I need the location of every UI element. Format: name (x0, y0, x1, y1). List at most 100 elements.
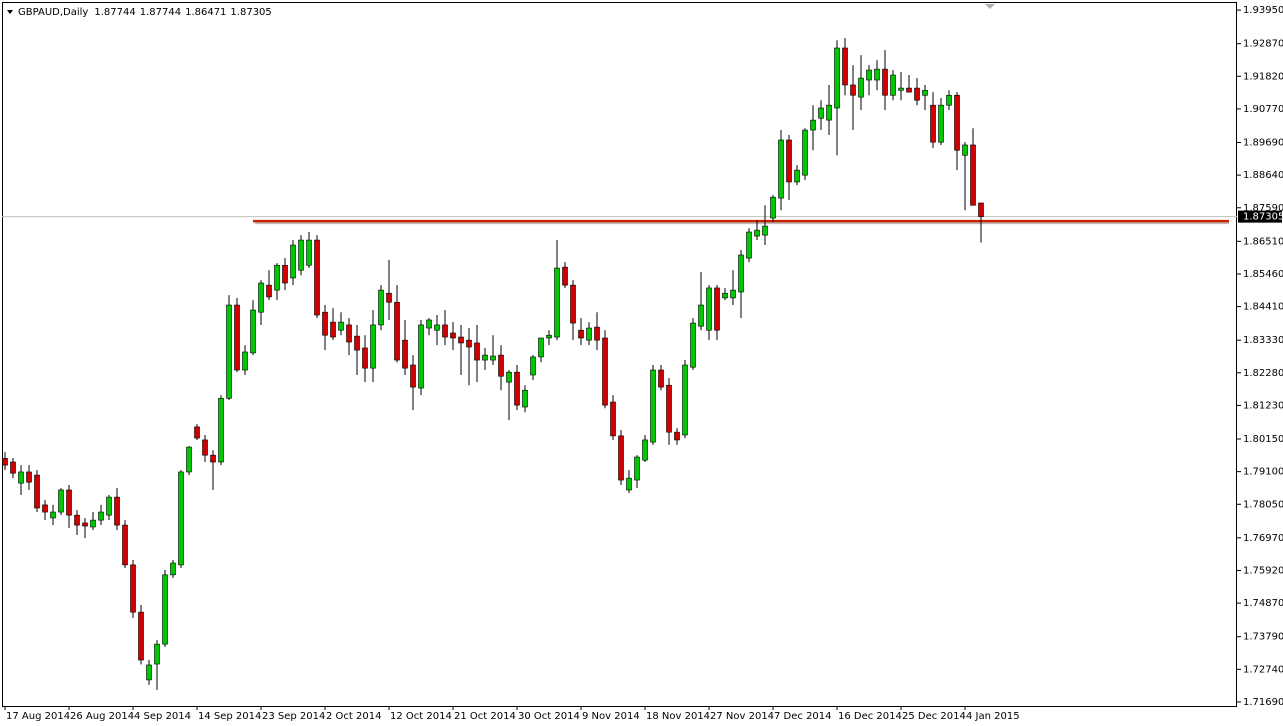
x-tick-label: 25 Dec 2014 (902, 711, 966, 722)
candle-body (226, 304, 232, 399)
candle-body (458, 336, 464, 344)
candle-body (426, 319, 432, 329)
candle-body (722, 292, 728, 299)
candle-body (410, 364, 416, 388)
x-tick-label: 26 Aug 2014 (70, 711, 134, 722)
candle-body (706, 287, 712, 331)
x-tick-label: 7 Dec 2014 (774, 711, 832, 722)
x-tick-label: 4 Jan 2015 (966, 711, 1020, 722)
candle-body (346, 324, 352, 343)
candle-body (298, 239, 304, 271)
candle-body (506, 371, 512, 383)
candle-body (642, 439, 648, 461)
candle-body (450, 332, 456, 339)
candle-body (754, 229, 760, 237)
candle-body (34, 474, 40, 509)
candle-body (26, 471, 32, 483)
candle-body (122, 524, 128, 566)
header-menu-arrow (7, 10, 13, 14)
x-tick-label: 9 Nov 2014 (582, 711, 640, 722)
candle-body (530, 356, 536, 376)
y-tick-label: 1.88640 (1243, 170, 1283, 181)
candle-body (810, 119, 816, 131)
candle-body (906, 87, 912, 93)
candle-body (98, 511, 104, 521)
candle-body (794, 169, 800, 183)
candle-body (738, 254, 744, 293)
candle-body (250, 309, 256, 354)
candle-body (778, 139, 784, 199)
candle-body (2, 457, 8, 466)
candle-body (770, 196, 776, 219)
candle-body (330, 321, 336, 338)
candle-body (290, 244, 296, 279)
candle-body (834, 47, 840, 109)
candle-body (314, 239, 320, 316)
y-tick-label: 1.85460 (1243, 269, 1283, 280)
candle-body (858, 77, 864, 98)
candle-body (674, 431, 680, 441)
candle-body (746, 231, 752, 259)
x-tick-label: 17 Aug 2014 (6, 711, 70, 722)
y-tick-label: 1.80150 (1243, 434, 1283, 445)
candle-body (522, 389, 528, 408)
candle-body (370, 324, 376, 369)
candle-body (786, 139, 792, 183)
x-tick-label: 4 Sep 2014 (134, 711, 191, 722)
x-tick-label: 27 Nov 2014 (710, 711, 774, 722)
candle-body (538, 337, 544, 358)
x-tick-label: 16 Dec 2014 (838, 711, 902, 722)
candle-body (610, 401, 616, 437)
candle-body (962, 144, 968, 156)
candle-body (66, 489, 72, 516)
candle-body (586, 327, 592, 341)
candle-body (18, 471, 24, 484)
candle-body (194, 426, 200, 439)
candle-body (490, 355, 496, 361)
x-tick-label: 30 Oct 2014 (518, 711, 580, 722)
candle-body (218, 397, 224, 463)
y-tick-label: 1.90770 (1243, 104, 1283, 115)
x-tick-label: 2 Oct 2014 (326, 711, 381, 722)
chart-shift-marker (985, 4, 995, 9)
y-tick-label: 1.82280 (1243, 368, 1283, 379)
candle-body (954, 94, 960, 151)
candle-body (202, 439, 208, 456)
candle-body (578, 329, 584, 339)
candle-body (842, 47, 848, 86)
candle-body (802, 129, 808, 176)
candle-body (90, 519, 96, 528)
candle-body (322, 311, 328, 336)
candle-body (562, 266, 568, 286)
y-tick-label: 1.74870 (1243, 598, 1283, 609)
candle-body (138, 611, 144, 661)
candle-body (466, 339, 472, 348)
candle-body (866, 69, 872, 81)
candle-body (714, 287, 720, 331)
chart-title: GBPAUD,Daily (18, 7, 88, 18)
candle-body (978, 202, 984, 217)
x-tick-label: 23 Sep 2014 (262, 711, 325, 722)
candle-body (10, 461, 16, 474)
candle-body (890, 74, 896, 96)
y-tick-label: 1.76970 (1243, 533, 1283, 544)
candle-body (210, 454, 216, 463)
candle-body (378, 289, 384, 326)
candle-body (634, 456, 640, 481)
candle-body (818, 107, 824, 119)
header-close: 1.87305 (230, 7, 271, 18)
candle-body (482, 354, 488, 361)
y-tick-label: 1.83330 (1243, 335, 1283, 346)
x-tick-label: 18 Nov 2014 (646, 711, 710, 722)
candle-body (546, 334, 552, 339)
candle-body (690, 322, 696, 368)
header-high: 1.87744 (140, 7, 181, 18)
current-price-label: 1.87305 (1243, 212, 1283, 223)
candle-body (970, 144, 976, 206)
candle-body (570, 284, 576, 324)
candle-body (338, 321, 344, 331)
candle-body (162, 574, 168, 645)
plot-frame (2, 2, 1237, 707)
